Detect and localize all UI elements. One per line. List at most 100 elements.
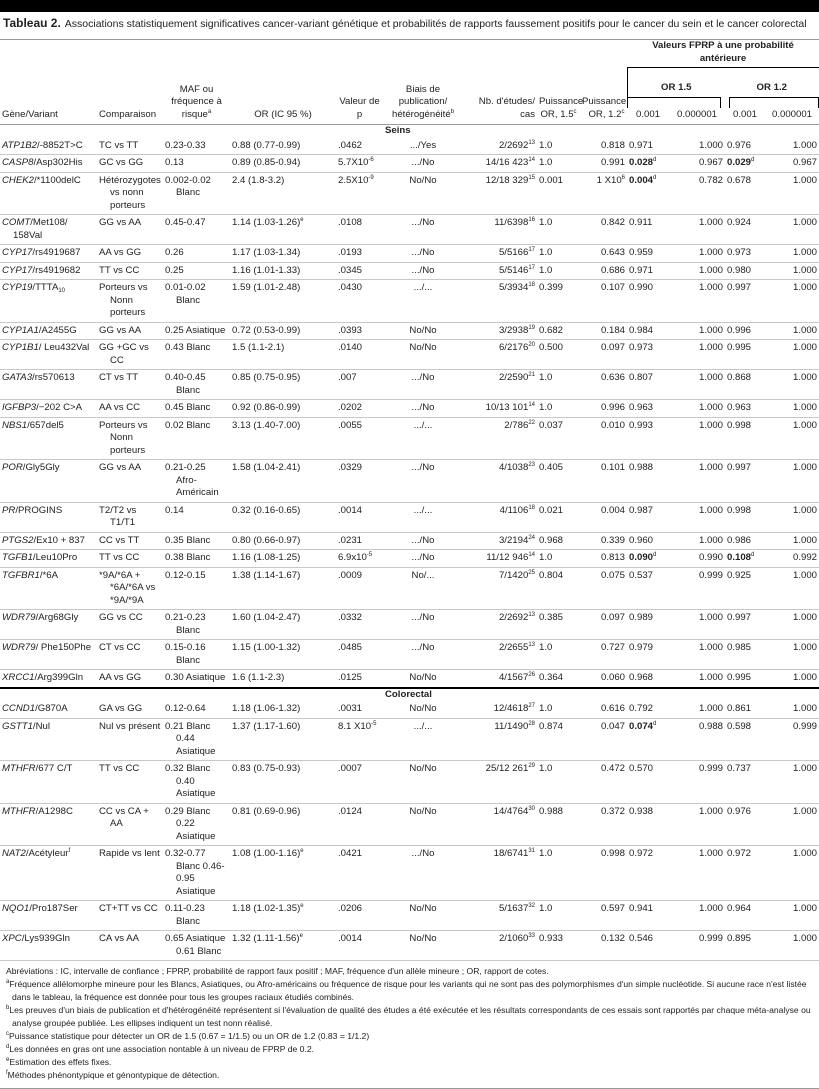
cell-text: .../...: [413, 282, 433, 293]
cell-text: 3/2194: [498, 534, 529, 546]
cell-text: 0.075: [600, 569, 625, 581]
cell-text: 1.0: [539, 372, 553, 383]
section-cell: Seins: [0, 125, 819, 138]
cell-text: 1.59 (1.01-2.48): [232, 282, 301, 293]
cell-col-6: 7/142025: [463, 567, 537, 610]
footnote-marker: 27: [528, 703, 535, 709]
cell-col-12: 0.999: [765, 718, 819, 761]
cell-text: 0.636: [600, 372, 625, 383]
cell-col-5: No/No: [383, 803, 463, 846]
cell-text: 0.000001: [772, 108, 813, 120]
cell-text: 1.60 (1.04-2.47): [232, 612, 301, 623]
cell-text: .0345: [338, 264, 363, 276]
footnote-marker: 16: [528, 217, 535, 223]
cell-text: 2.4 (1.8-3.2): [232, 174, 285, 186]
cell-col-3: 0.85 (0.75-0.95): [230, 369, 336, 400]
cell-text: 1.000: [793, 264, 818, 276]
cell-text: 2/2655: [498, 642, 529, 653]
cell-text: 5/5146: [498, 264, 529, 276]
cell-col-8: 1 X106: [580, 172, 627, 215]
footnote-marker: 13: [528, 642, 535, 648]
cell-text: .../No: [411, 217, 435, 228]
cell-col-1: GG vs AA: [97, 214, 163, 245]
cell-col-10: 0.988: [669, 718, 725, 761]
footnote-marker: d: [653, 157, 657, 163]
cell-col-4: .0485: [336, 639, 383, 670]
cell-col-8: 0.643: [580, 244, 627, 263]
cell-text: / Phe150Phe: [35, 642, 92, 653]
cell-col-2: 0.15-0.16 Blanc: [163, 639, 230, 670]
cell-col-2: 0.43 Blanc: [163, 339, 230, 370]
cell-col-6: 5/516617: [463, 244, 537, 263]
cell-col-4: .0202: [336, 399, 383, 418]
cell-text: 0.35 Blanc: [165, 534, 211, 546]
cell-text: 1.0: [539, 642, 553, 653]
cell-col-12: 1.000: [765, 930, 819, 961]
cell-text: 0.807: [629, 372, 654, 383]
table-body: Seins ATP1B2/-8852T>C TC vs TT 0.23-0.33 0.8…: [0, 125, 819, 961]
cell-col-0: NQO1/Pro187Ser: [0, 900, 97, 931]
footnote-marker: -5: [366, 552, 373, 558]
cell-text: 0.32-0.77 Blanc 0.46-0.95 Asiatique: [165, 848, 225, 897]
cell-text: Hétérozygotes vs nonn porteurs: [99, 174, 161, 211]
cell-col-11: 0.973: [725, 244, 765, 263]
cell-text: 5/5166: [498, 247, 529, 258]
cell-col-8: 0.132: [580, 930, 627, 961]
cell-col-8: 0.339: [580, 532, 627, 550]
cell-text: 0.682: [539, 324, 564, 336]
cell-col-2: 0.32-0.77 Blanc 0.46-0.95 Asiatique: [163, 845, 230, 901]
cell-col-7: 0.001: [537, 172, 580, 215]
cell-text: 0.83 (0.75-0.93): [232, 763, 301, 774]
cell-col-2: 0.26: [163, 244, 230, 263]
cell-col-2: 0.35 Blanc: [163, 532, 230, 550]
cell-text: 1.0: [539, 903, 553, 914]
cell-col-9: 0.959: [627, 244, 669, 263]
cell-col-6: 4/103823: [463, 459, 537, 503]
cell-col-0: NAT2/Acétyleurf: [0, 845, 97, 901]
footnote-marker: d: [751, 552, 755, 558]
cell-text: .../No: [411, 612, 435, 623]
cell-col-9: 0.807: [627, 369, 669, 400]
footnote-text: Les preuves d'un biais de publication et…: [9, 1005, 811, 1028]
cell-text: 1.000: [793, 763, 818, 774]
table-caption: Associations statistiquement significati…: [64, 18, 807, 30]
cell-col-5: No/No: [383, 930, 463, 961]
cell-col-11: 0.924: [725, 214, 765, 245]
cell-text: 0.976: [727, 805, 752, 817]
cell-col-3: 2.4 (1.8-3.2): [230, 172, 336, 215]
cell-col-7: 0.364: [537, 669, 580, 688]
section-row: Seins: [0, 125, 819, 138]
cell-col-9: 0.537: [627, 567, 669, 610]
gene-name: XPC: [2, 933, 22, 944]
cell-text: 1.000: [793, 282, 818, 293]
cell-text: / Leu432Val: [38, 342, 90, 353]
cell-col-11: 0.737: [725, 760, 765, 804]
cell-col-11: 0.997: [725, 609, 765, 640]
cell-text: .0014: [338, 504, 363, 516]
cell-text: 1.000: [793, 372, 818, 383]
cell-col-1: T2/T2 vs T1/T1: [97, 502, 163, 533]
table-row: IGFBP3/−202 C>A AA vs CC 0.45 Blanc 0.92 (0…: [0, 399, 819, 418]
cell-col-0: XRCC1/Arg399Gln: [0, 669, 97, 688]
cell-col-5: No/No: [383, 669, 463, 688]
cell-text: No/No: [409, 933, 437, 944]
cell-text: 0.999: [698, 933, 723, 944]
footnote-marker: 18: [528, 504, 535, 511]
cell-text: GG vs AA: [99, 324, 142, 336]
cell-text: .0202: [338, 402, 363, 413]
cell-text: .../No: [411, 247, 435, 258]
or-1-2-header: OR 1.2: [725, 67, 819, 97]
cell-col-7: 0.021: [537, 502, 580, 533]
cell-col-1: Rapide vs lent: [97, 845, 163, 901]
cell-col-10: 1.000: [669, 639, 725, 670]
cell-col-3: 0.32 (0.16-0.65): [230, 502, 336, 533]
gene-name: GSTT1: [2, 720, 33, 732]
cell-col-0: PR/PROGINS: [0, 502, 97, 533]
table-label: Tableau 2.: [3, 16, 61, 30]
cell-text: Nb. d'études/ cas: [478, 96, 535, 120]
cell-text: 0.933: [539, 933, 564, 944]
footnote-marker: 24: [528, 534, 535, 541]
cell-col-2: 0.45-0.47: [163, 214, 230, 245]
cell-text: /A2455G: [38, 324, 77, 336]
column-header-6: Nb. d'études/ cas: [463, 40, 537, 125]
